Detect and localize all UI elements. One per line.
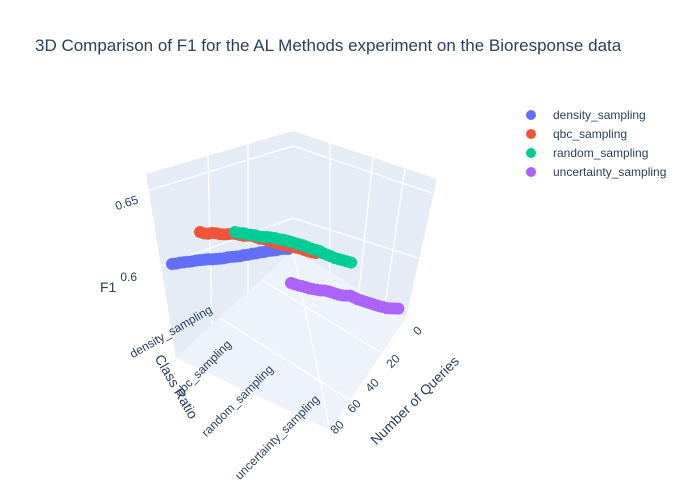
- legend-label: qbc_sampling: [553, 127, 627, 141]
- x-axis-title: Number of Queries: [367, 353, 462, 448]
- gridlines: [146, 143, 433, 431]
- series-uncertainty_sampling: [285, 277, 405, 315]
- legend: density_sampling qbc_sampling random_sam…: [526, 108, 666, 179]
- x-tick-label: 0: [410, 323, 425, 338]
- gridline: [219, 317, 351, 401]
- gridline: [292, 217, 419, 259]
- scene[interactable]: [146, 131, 437, 431]
- legend-item[interactable]: uncertainty_sampling: [526, 165, 666, 179]
- legend-item[interactable]: random_sampling: [526, 146, 648, 160]
- legend-marker: [526, 148, 536, 158]
- legend-marker: [526, 167, 536, 177]
- chart-title: 3D Comparison of F1 for the AL Methods e…: [35, 36, 622, 55]
- right-wall: [293, 131, 437, 318]
- series-random_sampling: [229, 226, 357, 269]
- z-tick-label: 0.6: [120, 270, 137, 284]
- legend-marker: [526, 110, 536, 120]
- z-axis-title: F1: [100, 279, 117, 295]
- gridline: [358, 157, 374, 291]
- gridline: [207, 155, 213, 326]
- z-axis-ticks: 0.6 0.65: [113, 192, 140, 284]
- legend-item[interactable]: density_sampling: [526, 108, 646, 122]
- x-tick-label: 40: [362, 375, 382, 395]
- series-layer: [166, 226, 405, 315]
- gridline: [384, 168, 406, 306]
- legend-label: uncertainty_sampling: [553, 165, 666, 179]
- legend-item[interactable]: qbc_sampling: [526, 127, 627, 141]
- data-point[interactable]: [392, 302, 405, 315]
- gridline: [146, 145, 294, 192]
- legend-label: density_sampling: [553, 108, 646, 122]
- x-tick-label: 20: [383, 351, 403, 371]
- legend-marker: [526, 129, 536, 139]
- z-tick-label: 0.65: [113, 192, 140, 213]
- legend-label: random_sampling: [553, 146, 648, 160]
- y-tick-label: uncertainty_sampling: [232, 392, 322, 482]
- data-point[interactable]: [345, 256, 357, 269]
- gridline: [292, 145, 433, 194]
- gridline: [261, 279, 381, 353]
